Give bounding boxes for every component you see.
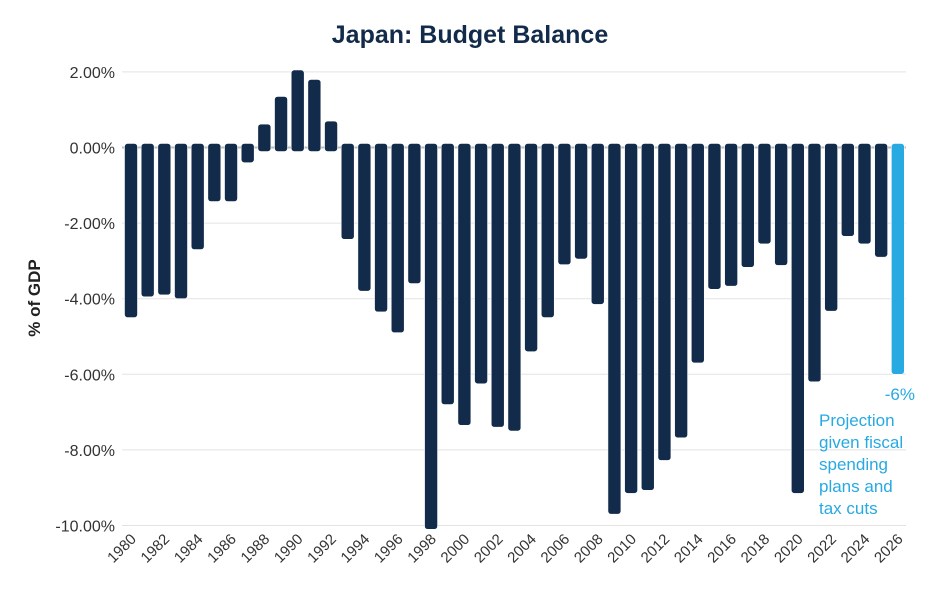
projection-annotation: tax cuts: [819, 499, 878, 518]
bar-2001: [474, 143, 488, 385]
bar-1983: [174, 143, 188, 299]
bar-2013: [674, 143, 688, 439]
projection-annotation: given fiscal: [819, 433, 903, 452]
x-tick-label: 1982: [138, 531, 174, 567]
bar-2019: [774, 143, 788, 266]
bar-1987: [240, 143, 255, 163]
bar-2014: [690, 143, 705, 364]
bar-1992: [324, 120, 338, 152]
x-tick-label: 2000: [438, 531, 474, 567]
y-tick-label: -6.00%: [64, 367, 115, 384]
x-tick-label: 2004: [504, 531, 540, 567]
x-tick-label: 2024: [838, 531, 874, 567]
bar-projection-2026: [891, 143, 905, 375]
bar-1986: [224, 143, 238, 202]
bar-2011: [640, 143, 655, 491]
y-tick-label: -8.00%: [64, 443, 115, 460]
bar-1999: [440, 143, 455, 405]
bar-2008: [590, 143, 605, 305]
x-tick-label: 2022: [804, 531, 840, 567]
projection-value-label: -6%: [885, 385, 915, 404]
y-tick-label: -10.00%: [55, 519, 115, 536]
bar-2020: [790, 143, 805, 494]
bar-1997: [407, 143, 422, 284]
bar-1980: [124, 143, 138, 318]
bar-2018: [757, 143, 772, 245]
bar-1981: [140, 143, 155, 298]
x-tick-label: 1994: [338, 531, 374, 567]
x-tick-label: 1980: [104, 531, 140, 567]
x-tick-label: 2020: [771, 531, 807, 567]
bar-2016: [724, 143, 738, 287]
y-tick-label: -4.00%: [64, 292, 115, 309]
bar-2000: [457, 143, 472, 426]
x-tick-label: 1986: [204, 531, 240, 567]
bar-1995: [374, 143, 388, 313]
y-tick-label: 0.00%: [70, 141, 115, 158]
x-tick-label: 1998: [404, 531, 440, 567]
bar-2010: [624, 143, 638, 494]
bar-1998: [424, 143, 438, 530]
bar-2015: [707, 143, 722, 290]
bar-1994: [357, 143, 372, 292]
projection-annotation: Projection: [819, 411, 895, 430]
bar-1989: [274, 96, 288, 152]
bar-2024: [857, 143, 872, 245]
bar-2023: [841, 143, 855, 237]
x-tick-label: 1996: [371, 531, 407, 567]
y-tick-label: -2.00%: [64, 216, 115, 233]
y-tick-label: 2.00%: [70, 65, 115, 82]
x-tick-label: 2016: [704, 531, 740, 567]
projection-annotation: plans and: [819, 477, 893, 496]
bar-2007: [574, 143, 588, 260]
bar-2004: [524, 143, 538, 352]
y-axis-label: % of GDP: [25, 259, 44, 336]
bar-1984: [190, 143, 205, 250]
x-tick-label: 1988: [238, 531, 274, 567]
projection-annotation: spending: [819, 455, 888, 474]
bar-2006: [557, 143, 572, 265]
bar-2003: [507, 143, 522, 432]
bar-1988: [257, 123, 272, 152]
x-tick-label: 1984: [171, 531, 207, 567]
x-tick-label: 2010: [604, 531, 640, 567]
bar-1985: [207, 143, 222, 202]
bar-1982: [157, 143, 172, 296]
bar-2025: [874, 143, 888, 258]
x-tick-label: 1990: [271, 531, 307, 567]
bar-2002: [490, 143, 505, 428]
x-tick-label: 2018: [738, 531, 774, 567]
chart-title: Japan: Budget Balance: [332, 21, 609, 49]
bar-2005: [540, 143, 555, 318]
bar-2012: [657, 143, 672, 461]
x-tick-label: 2006: [538, 531, 574, 567]
bar-1993: [340, 143, 355, 240]
x-tick-label: 2014: [671, 531, 707, 567]
x-tick-label: 2012: [638, 531, 674, 567]
x-tick-label: 2008: [571, 531, 607, 567]
bar-1996: [390, 143, 405, 334]
bar-1991: [307, 79, 322, 152]
bar-2022: [824, 143, 838, 312]
bar-1990: [290, 69, 305, 152]
bar-2021: [807, 143, 822, 383]
x-tick-label: 2002: [471, 531, 507, 567]
x-tick-label: 1992: [304, 531, 340, 567]
bar-2017: [740, 143, 755, 268]
bar-2009: [607, 143, 622, 515]
x-tick-label: 2026: [871, 531, 907, 567]
